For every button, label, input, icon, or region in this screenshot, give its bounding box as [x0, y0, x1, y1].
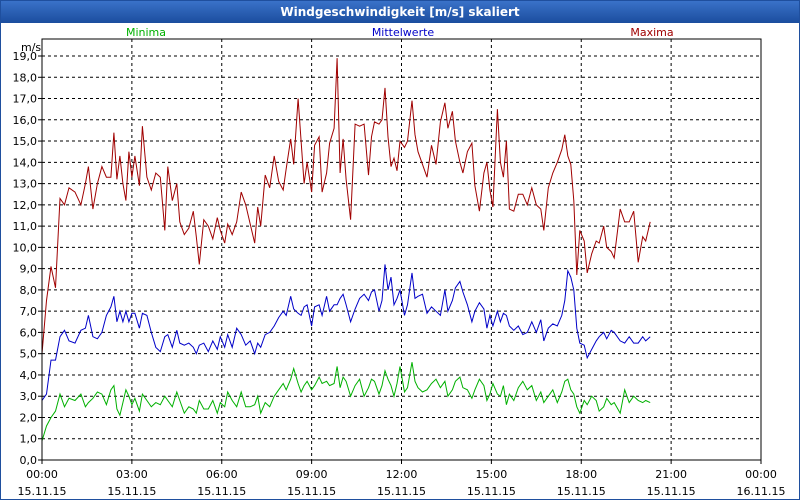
legend-mittelwerte: Mittelwerte: [372, 26, 435, 39]
x-tick-time-label: 12:00: [386, 468, 418, 481]
y-tick-label: 8,0: [20, 284, 38, 297]
legend-maxima: Maxima: [630, 26, 673, 39]
x-tick-time-label: 21:00: [655, 468, 687, 481]
x-tick-time-label: 18:00: [565, 468, 597, 481]
y-tick-label: 11,0: [13, 220, 38, 233]
y-tick-label: 17,0: [13, 93, 38, 106]
plot-frame: [41, 38, 762, 461]
x-tick-date-label: 15.11.15: [647, 485, 696, 498]
y-tick-label: 0,0: [20, 454, 38, 467]
y-tick-label: 10,0: [13, 241, 38, 254]
x-tick-date-label: 15.11.15: [18, 485, 67, 498]
y-tick-label: 3,0: [20, 390, 38, 403]
y-tick-label: 1,0: [20, 433, 38, 446]
y-tick-label: 7,0: [20, 305, 38, 318]
y-tick-label: 13,0: [13, 178, 38, 191]
x-tick-date-label: 15.11.15: [107, 485, 156, 498]
window-title: Windgeschwindigkeit [m/s] skaliert: [1, 1, 799, 23]
x-tick-time-label: 00:00: [26, 468, 58, 481]
y-tick-label: 15,0: [13, 135, 38, 148]
x-tick-date-label: 15.11.15: [197, 485, 246, 498]
x-tick-date-label: 15.11.15: [557, 485, 606, 498]
x-tick-date-label: 15.11.15: [377, 485, 426, 498]
y-tick-label: 9,0: [20, 263, 38, 276]
series-line-mittelwerte: [41, 264, 651, 401]
y-tick-label: 5,0: [20, 348, 38, 361]
x-tick-date-label: 16.11.15: [737, 485, 786, 498]
y-tick-label: 19,0: [13, 50, 38, 63]
y-tick-label: 14,0: [13, 156, 38, 169]
series-line-minima: [41, 362, 651, 442]
legend-minima: Minima: [126, 26, 166, 39]
x-tick-time-label: 03:00: [116, 468, 148, 481]
x-tick-date-label: 15.11.15: [467, 485, 516, 498]
y-tick-label: 18,0: [13, 71, 38, 84]
y-axis-label: m/s: [21, 41, 41, 54]
x-tick-time-label: 06:00: [206, 468, 238, 481]
series-line-maxima: [41, 58, 651, 354]
y-tick-label: 4,0: [20, 369, 38, 382]
x-tick-time-label: 15:00: [476, 468, 508, 481]
y-tick-label: 12,0: [13, 199, 38, 212]
y-tick-label: 6,0: [20, 326, 38, 339]
y-tick-label: 16,0: [13, 114, 38, 127]
x-tick-time-label: 00:00: [745, 468, 777, 481]
y-tick-label: 2,0: [20, 411, 38, 424]
x-tick-date-label: 15.11.15: [287, 485, 336, 498]
x-tick-time-label: 09:00: [296, 468, 328, 481]
